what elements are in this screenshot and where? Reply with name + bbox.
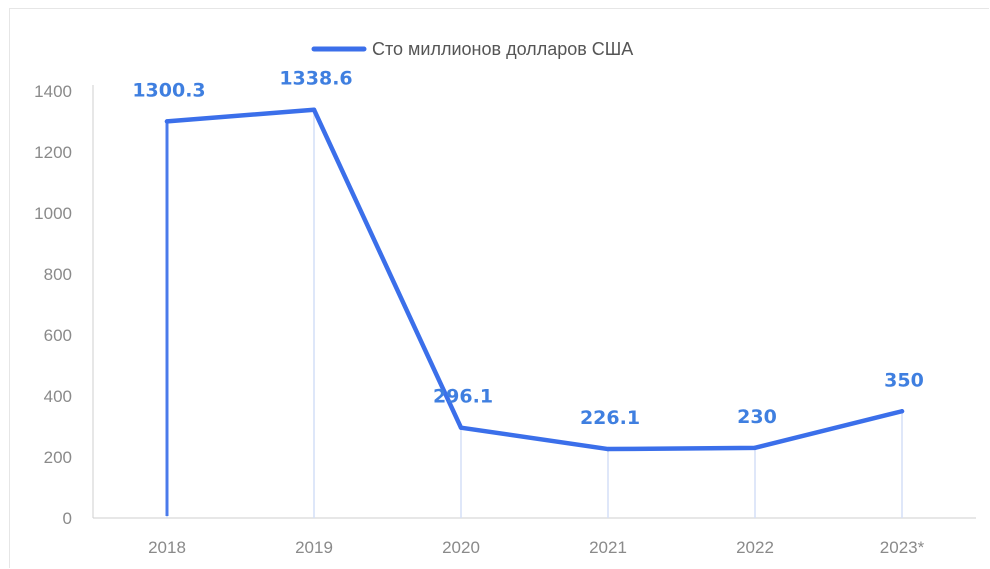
x-tick-label: 2020 bbox=[442, 538, 480, 557]
y-tick-label: 1200 bbox=[34, 143, 72, 162]
line-chart: Сто миллионов долларов США 0 200 400 600 800… bbox=[34, 39, 976, 557]
data-label: 230 bbox=[737, 406, 777, 428]
y-tick-label: 800 bbox=[44, 265, 72, 284]
data-point bbox=[311, 107, 317, 112]
x-tick-label: 2018 bbox=[148, 538, 186, 557]
y-tick-label: 600 bbox=[44, 326, 72, 345]
data-point bbox=[458, 425, 464, 430]
x-tick-label: 2019 bbox=[295, 538, 333, 557]
data-label: 350 bbox=[884, 369, 924, 391]
y-tick-label: 400 bbox=[44, 387, 72, 406]
legend-label: Сто миллионов долларов США bbox=[372, 39, 633, 59]
y-tick-label: 0 bbox=[63, 509, 72, 528]
y-tick-label: 200 bbox=[44, 448, 72, 467]
data-point bbox=[752, 445, 758, 451]
data-label: 1300.3 bbox=[132, 79, 205, 101]
data-labels: 1300.3 1338.6 296.1 226.1 230 350 bbox=[132, 68, 924, 429]
data-label: 296.1 bbox=[433, 386, 493, 408]
x-tick-label: 2021 bbox=[589, 538, 627, 557]
y-axis: 0 200 400 600 800 1000 1200 1400 bbox=[34, 82, 94, 528]
legend: Сто миллионов долларов США bbox=[311, 39, 633, 59]
data-label: 226.1 bbox=[580, 407, 640, 429]
y-tick-label: 1400 bbox=[34, 82, 72, 101]
data-point bbox=[164, 119, 170, 124]
series-line-group bbox=[164, 107, 905, 452]
y-tick-label: 1000 bbox=[34, 204, 72, 223]
x-tick-label: 2022 bbox=[736, 538, 774, 557]
series-line bbox=[164, 107, 905, 452]
chart-frame: Сто миллионов долларов США 0 200 400 600 800… bbox=[9, 8, 989, 568]
data-point bbox=[899, 409, 905, 414]
x-tick-label: 2023* bbox=[880, 538, 925, 557]
drop-lines bbox=[165, 109, 903, 518]
x-axis: 2018 2019 2020 2021 2022 2023* bbox=[93, 517, 976, 557]
data-label: 1338.6 bbox=[279, 68, 352, 90]
data-point bbox=[605, 446, 611, 452]
